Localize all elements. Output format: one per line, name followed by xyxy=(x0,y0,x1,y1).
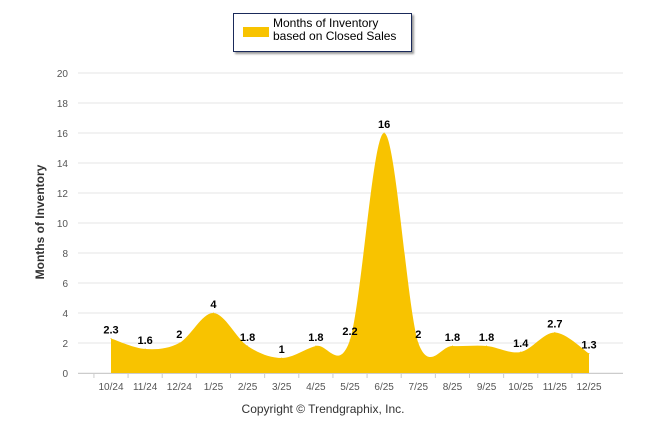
data-point xyxy=(212,312,214,314)
data-point xyxy=(315,345,317,347)
x-tick-label: 1/25 xyxy=(204,382,224,393)
data-label: 1.4 xyxy=(513,338,529,350)
x-tick-label: 5/25 xyxy=(340,382,360,393)
legend[interactable]: Months of Inventory based on Closed Sale… xyxy=(233,13,412,52)
copyright: Copyright © Trendgraphix, Inc. xyxy=(241,402,405,416)
data-point xyxy=(554,332,556,333)
x-tick-label: 2/25 xyxy=(238,382,258,393)
data-point xyxy=(417,342,419,344)
y-tick-label: 2 xyxy=(62,339,68,350)
y-tick-label: 4 xyxy=(62,309,68,320)
x-tick-label: 8/25 xyxy=(443,382,463,393)
data-point xyxy=(588,353,590,354)
y-tick-label: 16 xyxy=(57,129,69,140)
legend-swatch xyxy=(243,27,269,37)
y-tick-label: 10 xyxy=(57,219,69,230)
data-point xyxy=(247,345,249,347)
data-point xyxy=(520,351,522,353)
y-tick-label: 12 xyxy=(57,189,69,200)
y-tick-label: 8 xyxy=(62,249,68,260)
data-label: 4 xyxy=(210,299,217,311)
data-label: 1.8 xyxy=(445,332,460,344)
data-point xyxy=(110,338,112,339)
legend-label: Months of Inventory based on Closed Sale… xyxy=(273,16,397,43)
y-tick-label: 18 xyxy=(57,99,69,110)
x-tick-label: 3/25 xyxy=(272,382,292,393)
area-series xyxy=(111,132,589,373)
data-label: 1.8 xyxy=(479,332,494,344)
data-point xyxy=(349,339,351,341)
x-tick-label: 7/25 xyxy=(409,382,429,393)
x-tick-label: 12/25 xyxy=(576,382,601,393)
y-axis-label: Months of Inventory xyxy=(33,164,47,280)
data-label: 2 xyxy=(176,329,182,341)
y-tick-label: 6 xyxy=(62,279,68,290)
data-label: 1 xyxy=(279,344,285,356)
data-label: 1.6 xyxy=(137,335,152,347)
data-label: 2.7 xyxy=(547,319,562,331)
y-tick-label: 14 xyxy=(57,159,69,170)
x-tick-label: 9/25 xyxy=(477,382,497,393)
x-tick-label: 12/24 xyxy=(167,382,192,393)
x-tick-label: 11/25 xyxy=(543,382,568,393)
x-tick-label: 4/25 xyxy=(306,382,326,393)
data-point xyxy=(281,357,283,359)
data-point xyxy=(451,345,453,347)
data-label: 16 xyxy=(378,119,390,131)
x-tick-label: 10/25 xyxy=(508,382,533,393)
data-label: 1.3 xyxy=(581,340,596,352)
y-tick-label: 20 xyxy=(57,69,69,80)
y-tick-label: 0 xyxy=(62,369,68,380)
x-tick-label: 11/24 xyxy=(133,382,158,393)
data-point xyxy=(144,348,146,350)
x-tick-label: 6/25 xyxy=(374,382,394,393)
data-label: 1.8 xyxy=(308,332,323,344)
data-point xyxy=(383,132,385,134)
x-tick-label: 10/24 xyxy=(98,382,123,393)
data-label: 2.2 xyxy=(342,326,357,338)
data-label: 1.8 xyxy=(240,332,255,344)
data-label: 2.3 xyxy=(103,325,118,337)
data-label: 2 xyxy=(415,329,421,341)
data-point xyxy=(486,345,488,347)
data-point xyxy=(178,342,180,344)
